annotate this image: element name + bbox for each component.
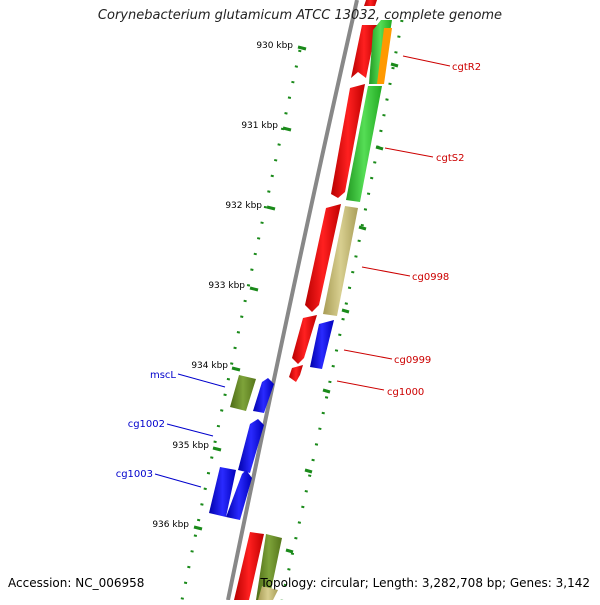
forward-scale-ticks — [285, 62, 399, 554]
gene-label-mscL[interactable]: mscL — [150, 370, 176, 381]
gene-feature-khaki[interactable] — [258, 586, 278, 600]
gene-feature-red[interactable] — [292, 315, 317, 364]
reverse-tick-track — [180, 49, 302, 601]
scale-label-930: 930 kbp — [256, 41, 293, 51]
gene-feature-red[interactable] — [234, 532, 264, 600]
gene-feature-green[interactable] — [346, 86, 382, 202]
gene-feature-khaki[interactable] — [323, 206, 358, 316]
gene-feature-blue[interactable] — [209, 467, 236, 517]
gene-feature-olive[interactable] — [230, 375, 256, 411]
forward-tick-track — [280, 19, 404, 601]
scale-label-936: 936 kbp — [152, 520, 189, 530]
gene-label-cg1000[interactable]: cg1000 — [387, 387, 424, 398]
gene-feature-red[interactable] — [289, 365, 303, 382]
gene-feature-red[interactable] — [351, 25, 377, 78]
gene-label-cg1002[interactable]: cg1002 — [128, 419, 165, 430]
scale-ticks — [193, 45, 307, 531]
gene-label-cgtS2[interactable]: cgtS2 — [436, 153, 464, 164]
gene-feature-blue[interactable] — [310, 320, 334, 369]
gene-label-cgtR2[interactable]: cgtR2 — [452, 62, 481, 73]
scale-label-934: 934 kbp — [191, 361, 228, 371]
scale-label-935: 935 kbp — [172, 441, 209, 451]
gene-label-cg1003[interactable]: cg1003 — [116, 469, 153, 480]
map-title: Corynebacterium glutamicum ATCC 13032, c… — [97, 8, 503, 23]
gene-feature-red[interactable] — [331, 84, 365, 198]
gene-feature-red[interactable] — [364, 0, 377, 6]
scale-label-932: 932 kbp — [225, 201, 262, 211]
scale-label-931: 931 kbp — [241, 121, 278, 131]
accession-label: Accession: NC_006958 — [8, 576, 145, 590]
gene-label-cg0999[interactable]: cg0999 — [394, 355, 431, 366]
scale-label-933: 933 kbp — [208, 281, 245, 291]
gene-feature-blue[interactable] — [253, 378, 274, 413]
gene-feature-olive[interactable] — [256, 534, 282, 600]
gene-label-cg0998[interactable]: cg0998 — [412, 272, 449, 283]
topology-label: Topology: circular; Length: 3,282,708 bp… — [260, 576, 590, 590]
gene-feature-blue[interactable] — [226, 470, 252, 520]
gene-feature-red[interactable] — [305, 204, 341, 312]
gene-feature-orange[interactable] — [377, 28, 392, 84]
genome-backbone — [226, 0, 359, 601]
gene-feature-blue[interactable] — [238, 419, 264, 473]
label-leaders — [154, 55, 451, 488]
